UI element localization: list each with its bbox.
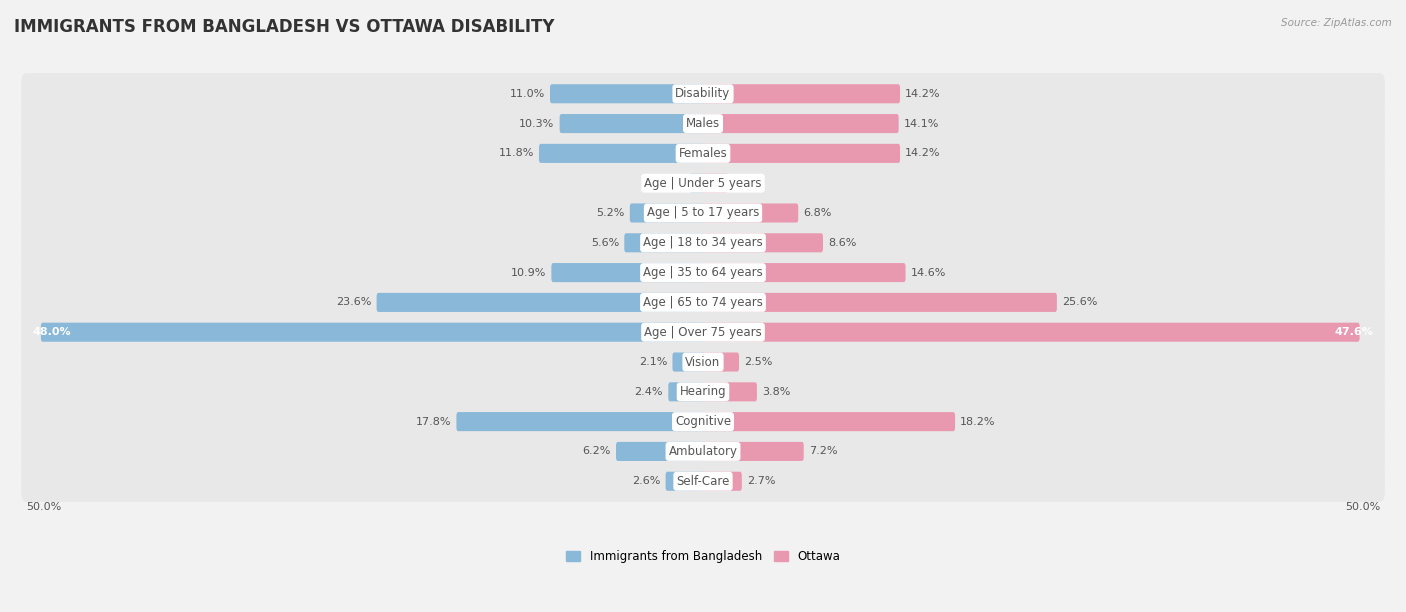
Text: Age | 65 to 74 years: Age | 65 to 74 years (643, 296, 763, 309)
FancyBboxPatch shape (21, 431, 1385, 472)
FancyBboxPatch shape (702, 203, 799, 223)
FancyBboxPatch shape (702, 412, 955, 431)
FancyBboxPatch shape (690, 174, 704, 193)
Text: Age | 18 to 34 years: Age | 18 to 34 years (643, 236, 763, 249)
Text: 6.2%: 6.2% (582, 446, 610, 457)
Text: 14.2%: 14.2% (905, 148, 941, 159)
FancyBboxPatch shape (21, 401, 1385, 442)
Text: 50.0%: 50.0% (1344, 502, 1381, 512)
FancyBboxPatch shape (21, 461, 1385, 502)
FancyBboxPatch shape (21, 282, 1385, 323)
Text: Hearing: Hearing (679, 386, 727, 398)
FancyBboxPatch shape (702, 263, 905, 282)
FancyBboxPatch shape (377, 293, 704, 312)
Text: 11.8%: 11.8% (498, 148, 534, 159)
FancyBboxPatch shape (550, 84, 704, 103)
Text: 6.8%: 6.8% (803, 208, 832, 218)
Text: 23.6%: 23.6% (336, 297, 371, 307)
Text: Self-Care: Self-Care (676, 475, 730, 488)
FancyBboxPatch shape (21, 222, 1385, 263)
FancyBboxPatch shape (665, 472, 704, 491)
Text: Age | 35 to 64 years: Age | 35 to 64 years (643, 266, 763, 279)
FancyBboxPatch shape (538, 144, 704, 163)
FancyBboxPatch shape (457, 412, 704, 431)
Text: 1.7%: 1.7% (734, 178, 762, 188)
Text: 11.0%: 11.0% (509, 89, 544, 99)
Text: Ambulatory: Ambulatory (668, 445, 738, 458)
FancyBboxPatch shape (624, 233, 704, 252)
Text: Age | 5 to 17 years: Age | 5 to 17 years (647, 206, 759, 220)
FancyBboxPatch shape (702, 114, 898, 133)
Text: 0.85%: 0.85% (650, 178, 685, 188)
Text: 5.2%: 5.2% (596, 208, 624, 218)
FancyBboxPatch shape (21, 252, 1385, 293)
FancyBboxPatch shape (702, 174, 728, 193)
Text: Age | Over 75 years: Age | Over 75 years (644, 326, 762, 338)
FancyBboxPatch shape (702, 84, 900, 103)
Text: 14.1%: 14.1% (904, 119, 939, 129)
Text: 48.0%: 48.0% (32, 327, 72, 337)
Text: Vision: Vision (685, 356, 721, 368)
Text: 7.2%: 7.2% (808, 446, 838, 457)
FancyBboxPatch shape (21, 192, 1385, 234)
FancyBboxPatch shape (702, 382, 756, 401)
Text: 50.0%: 50.0% (25, 502, 62, 512)
Text: 2.1%: 2.1% (638, 357, 668, 367)
FancyBboxPatch shape (702, 233, 823, 252)
Text: 8.6%: 8.6% (828, 238, 856, 248)
FancyBboxPatch shape (21, 312, 1385, 353)
Text: 5.6%: 5.6% (591, 238, 619, 248)
Text: Age | Under 5 years: Age | Under 5 years (644, 177, 762, 190)
FancyBboxPatch shape (702, 144, 900, 163)
FancyBboxPatch shape (21, 163, 1385, 204)
Legend: Immigrants from Bangladesh, Ottawa: Immigrants from Bangladesh, Ottawa (567, 550, 839, 563)
Text: Females: Females (679, 147, 727, 160)
FancyBboxPatch shape (702, 442, 804, 461)
FancyBboxPatch shape (672, 353, 704, 371)
FancyBboxPatch shape (41, 323, 704, 341)
Text: Disability: Disability (675, 88, 731, 100)
Text: Cognitive: Cognitive (675, 415, 731, 428)
FancyBboxPatch shape (702, 293, 1057, 312)
Text: 10.3%: 10.3% (519, 119, 554, 129)
Text: 2.5%: 2.5% (744, 357, 773, 367)
Text: 18.2%: 18.2% (960, 417, 995, 427)
FancyBboxPatch shape (560, 114, 704, 133)
FancyBboxPatch shape (21, 371, 1385, 412)
Text: 3.8%: 3.8% (762, 387, 790, 397)
FancyBboxPatch shape (616, 442, 704, 461)
FancyBboxPatch shape (668, 382, 704, 401)
FancyBboxPatch shape (702, 472, 742, 491)
FancyBboxPatch shape (21, 73, 1385, 114)
Text: 2.4%: 2.4% (634, 387, 664, 397)
FancyBboxPatch shape (21, 103, 1385, 144)
FancyBboxPatch shape (702, 353, 740, 371)
Text: 17.8%: 17.8% (416, 417, 451, 427)
Text: 47.6%: 47.6% (1334, 327, 1374, 337)
FancyBboxPatch shape (630, 203, 704, 223)
Text: Males: Males (686, 117, 720, 130)
Text: 2.7%: 2.7% (747, 476, 776, 487)
Text: 10.9%: 10.9% (510, 267, 546, 278)
Text: 14.6%: 14.6% (911, 267, 946, 278)
Text: 25.6%: 25.6% (1062, 297, 1098, 307)
Text: Source: ZipAtlas.com: Source: ZipAtlas.com (1281, 18, 1392, 28)
Text: 2.6%: 2.6% (631, 476, 661, 487)
FancyBboxPatch shape (21, 341, 1385, 382)
FancyBboxPatch shape (21, 133, 1385, 174)
FancyBboxPatch shape (702, 323, 1360, 341)
FancyBboxPatch shape (551, 263, 704, 282)
Text: IMMIGRANTS FROM BANGLADESH VS OTTAWA DISABILITY: IMMIGRANTS FROM BANGLADESH VS OTTAWA DIS… (14, 18, 554, 36)
Text: 14.2%: 14.2% (905, 89, 941, 99)
